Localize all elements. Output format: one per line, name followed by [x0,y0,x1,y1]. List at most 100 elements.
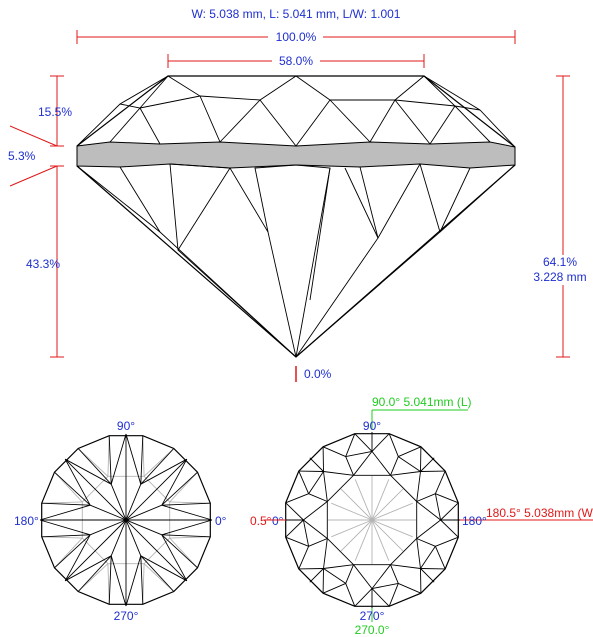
crown-bezel-edge [308,538,328,547]
pavilion-girdle-half [108,555,112,605]
crown-upper-girdle [388,583,399,607]
crown-outline [76,75,516,148]
pavilion-girdle-half [161,534,211,538]
crown-bezel-edge [416,493,436,502]
pavilion-main-facet [64,458,127,521]
pavilion-center-ray [125,519,162,536]
crown-star-facet [390,564,421,569]
pavilion-girdle-half [54,471,91,506]
pavilion-star-edge [41,501,83,504]
crown-pavilion-ray [354,519,373,561]
crown-kite-edge [308,471,324,494]
crown-upper-girdle [354,588,373,607]
width-annotation: 180.5° 5.038mm (W) [486,506,593,520]
crown-bezel-edge [420,568,435,583]
crown-label-0: 0° [272,514,284,528]
crown-star-facet [303,519,328,539]
crown-upper-girdle [354,433,373,452]
pavilion-lower-half [64,555,112,582]
crown-bezel-edge [308,493,328,502]
pavilion-center-ray [110,484,127,521]
crown-star-facet [390,471,421,476]
crown-kite-edge [420,546,436,569]
crown-star-facet [323,471,354,476]
pavilion-lower-half [161,534,188,582]
pavilion-star-edge [143,563,175,592]
pavilion-girdle-half [41,534,91,538]
pavilion-star-edge [77,448,109,477]
crown-pavilion-ray [340,519,373,552]
crown-kite-edge [371,582,399,590]
crown-star-facet [323,471,328,502]
crown-upper-girdle [322,582,346,594]
crown-pavilion-ray [354,479,373,521]
pavilion-star-edge [143,448,175,477]
crown-upper-girdle [440,502,459,521]
length-annotation: 90.0° 5.041mm (L) [372,395,472,409]
crown-star-facet [416,471,421,502]
pavilion-main-facet [125,519,188,582]
crown-bezel-edge [390,456,399,476]
crown-star-facet [353,564,373,589]
crown-upper-girdle [388,433,399,457]
crown-bezel-edge [345,564,354,584]
crown-label-270: 270° [360,609,385,623]
crown-upper-girdle [398,582,422,594]
crown-kite-edge [302,519,310,547]
crown-upper-girdle [298,546,310,570]
crown-star-facet [416,538,421,569]
crown-pavilion-ray [371,488,404,521]
crown-facets [76,75,516,148]
crown-star-facet [371,451,391,476]
pavilion-label-270: 270° [114,609,139,623]
pavilion-star-edge [169,471,198,503]
total-depth-mm-label: 3.228 mm [533,270,586,284]
crown-upper-girdle [345,433,356,457]
crown-star-facet [323,564,354,569]
pavilion-girdle-half [140,555,175,592]
girdle-dimension [9,125,58,187]
crown-upper-girdle [371,588,390,607]
pavilion-star-edge [54,537,83,569]
pavilion-label-0: 0° [215,514,227,528]
pavilion-lower-half [161,504,213,521]
pavilion-label-90: 90° [117,419,135,433]
pavilion-girdle-half [77,555,112,592]
crown-pavilion-ray [371,502,413,521]
crown-upper-girdle [322,446,346,458]
length-measure-line [371,409,468,430]
pavilion-star-edge [107,435,110,477]
crown-upper-girdle [371,433,390,452]
pavilion-girdle-half [77,448,112,485]
crown-star-facet [371,564,391,589]
pavilion-lower-half [125,433,142,485]
crown-pavilion-ray [340,488,373,521]
culet-label: 0.0% [304,367,332,381]
pavilion-lower-half [39,504,91,521]
pavilion-center-ray [125,504,162,521]
pavilion-lower-half [140,458,188,485]
crown-bezel-edge [390,564,399,584]
crown-left-angle-label: 0.5° [250,514,272,528]
crown-bezel-edge [309,457,324,472]
total-depth-dimension [556,75,570,358]
pavilion-star-edge [107,563,110,605]
crown-pavilion-ray [331,519,373,538]
pavilion-girdle-half [140,448,175,485]
pavilion-main-facet [125,458,188,521]
pavilion-star-edge [54,471,83,503]
pavilion-center-ray [125,484,142,521]
crown-upper-girdle [285,502,304,521]
crown-upper-girdle [398,446,422,458]
crown-star-facet [353,451,373,476]
pavilion-lower-half [161,519,213,536]
pavilion-star-edge [169,537,198,569]
pavilion-facets [76,163,516,358]
crown-pavilion-ray [371,519,413,538]
pavilion-lower-half [39,519,91,536]
crown-upper-girdle [434,470,446,494]
crown-upper-girdle [285,536,309,547]
crown-upper-girdle [285,519,304,538]
pavilion-center-ray [125,519,142,556]
